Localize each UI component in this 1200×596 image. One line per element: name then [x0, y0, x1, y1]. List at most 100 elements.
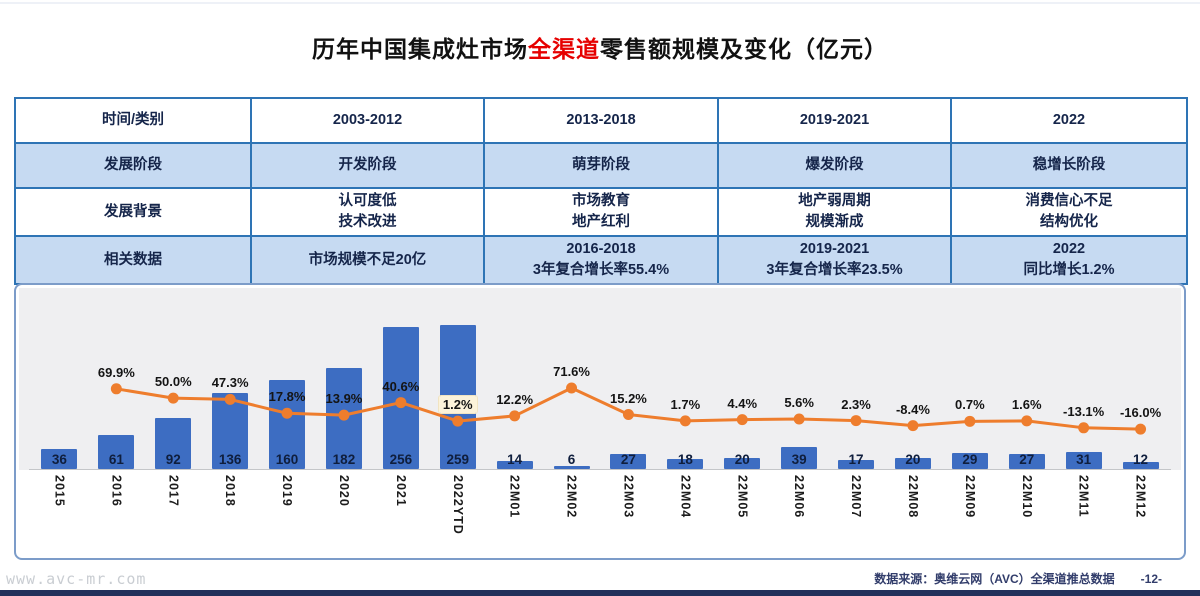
- growth-rate-label: 12.2%: [496, 391, 534, 407]
- table-header-cell: 2022: [950, 97, 1188, 144]
- x-axis-label-2021: 2021: [393, 475, 408, 507]
- line-point: [907, 420, 919, 432]
- growth-rate-label: 5.6%: [784, 395, 814, 411]
- table-cell: 市场规模不足20亿: [250, 235, 485, 286]
- table-cell: 市场教育 地产红利: [483, 186, 719, 238]
- title-prefix: 历年中国集成灶市场: [312, 36, 528, 62]
- table-row: 发展阶段 开发阶段 萌芽阶段 爆发阶段 稳增长阶段: [14, 142, 1188, 189]
- bar-22M04: [667, 459, 704, 469]
- bar-22M08: [894, 457, 931, 469]
- line-point: [793, 413, 805, 425]
- line-point: [566, 382, 578, 394]
- x-axis-label-22M10: 22M10: [1019, 475, 1034, 519]
- plot-area: 36 61 92 136 160 182 256 259 14 6 27 18 20 39 17 20 29 27…: [19, 288, 1181, 470]
- growth-rate-label: 71.6%: [553, 364, 590, 379]
- bar-value-label: 31: [1076, 452, 1092, 467]
- table-cell: 2019-2021 3年复合增长率23.5%: [717, 235, 952, 286]
- bar-value-label: 27: [1019, 452, 1035, 467]
- table-cell: 稳增长阶段: [950, 142, 1188, 189]
- x-axis-labels: 2015 2016 2017 2018 2019 2020 2021 2022YTD 22M01…: [19, 472, 1181, 550]
- growth-rate-label: -8.4%: [895, 401, 930, 417]
- bar-value-label: 182: [332, 452, 356, 467]
- top-divider: [0, 2, 1200, 4]
- x-axis-label-22M12: 22M12: [1133, 475, 1148, 519]
- bar-value-label: 136: [218, 452, 242, 467]
- table-header-cell: 时间/类别: [14, 97, 252, 144]
- x-axis-label-22M03: 22M03: [621, 475, 636, 519]
- highlight-callout: 1.2%: [438, 396, 477, 414]
- row-label-cell: 发展阶段: [14, 142, 252, 189]
- bar-22M09: [951, 452, 988, 469]
- bar-22M01: [496, 461, 533, 469]
- x-axis-label-2017: 2017: [166, 475, 181, 507]
- bar-value-label: 256: [389, 452, 413, 467]
- bar-2016: [98, 435, 135, 469]
- watermark: www.avc-mr.com: [6, 570, 147, 588]
- x-axis-label-22M08: 22M08: [905, 475, 920, 519]
- bar-22M11: [1065, 451, 1102, 469]
- row-label-cell: 相关数据: [14, 235, 252, 286]
- growth-rate-label: 15.2%: [610, 390, 647, 406]
- x-axis-label-2022YTD: 2022YTD: [450, 475, 465, 535]
- growth-rate-label: 1.6%: [1011, 396, 1042, 412]
- bar-22M06: [781, 447, 818, 469]
- bar-value-label: 20: [905, 452, 921, 467]
- line-point: [679, 415, 691, 427]
- page-title: 历年中国集成灶市场全渠道零售额规模及变化（亿元）: [0, 30, 1200, 64]
- bar-22M07: [838, 459, 875, 469]
- bar-22M02: [553, 465, 590, 469]
- bar-22M10: [1008, 454, 1045, 469]
- page-number: -12-: [1140, 572, 1162, 586]
- bar-value-label: 36: [51, 452, 67, 467]
- x-axis-label-22M04: 22M04: [678, 475, 693, 519]
- table-header-cell: 2003-2012: [250, 97, 485, 144]
- bar-value-label: 92: [165, 452, 181, 467]
- bar-value-label: 29: [962, 452, 978, 467]
- table-header-cell: 2019-2021: [717, 97, 952, 144]
- growth-rate-label: -13.1%: [1063, 403, 1105, 419]
- bar-value-label: 20: [734, 452, 750, 467]
- x-axis-label-22M05: 22M05: [735, 475, 750, 519]
- bar-value-label: 17: [848, 452, 864, 467]
- growth-rate-label: -16.0%: [1119, 405, 1162, 421]
- x-axis-label-22M06: 22M06: [792, 475, 807, 519]
- x-axis-label-22M02: 22M02: [564, 475, 579, 519]
- table-cell: 认可度低 技术改进: [250, 186, 485, 238]
- x-axis-label-22M07: 22M07: [849, 475, 864, 519]
- bar-22M12: [1122, 462, 1159, 469]
- bar-value-label: 61: [108, 452, 124, 467]
- line-point: [1078, 422, 1090, 434]
- growth-rate-label: 4.4%: [727, 395, 758, 411]
- x-axis-label-2020: 2020: [336, 475, 351, 507]
- phase-table: 时间/类别 2003-2012 2013-2018 2019-2021 2022…: [14, 97, 1188, 286]
- x-axis-label-2018: 2018: [223, 475, 238, 507]
- line-point: [110, 383, 122, 395]
- x-axis-label-22M01: 22M01: [507, 475, 522, 519]
- table-cell: 爆发阶段: [717, 142, 952, 189]
- table-cell: 消费信心不足 结构优化: [950, 186, 1188, 238]
- table-cell: 萌芽阶段: [483, 142, 719, 189]
- bottom-bar: [0, 590, 1200, 596]
- table-cell: 2016-2018 3年复合增长率55.4%: [483, 235, 719, 286]
- line-point: [964, 415, 976, 427]
- bar-value-label: 6: [567, 452, 576, 467]
- bar-value-label: 259: [446, 452, 470, 467]
- row-label-cell: 发展背景: [14, 186, 252, 238]
- growth-rate-label: 2.3%: [841, 396, 871, 412]
- table-header-row: 时间/类别 2003-2012 2013-2018 2019-2021 2022: [14, 97, 1188, 144]
- bar-value-label: 18: [677, 452, 693, 467]
- data-source-note: 数据来源：奥维云网（AVC）全渠道推总数据: [874, 572, 1115, 586]
- table-row: 相关数据 市场规模不足20亿 2016-2018 3年复合增长率55.4% 20…: [14, 235, 1188, 286]
- growth-rate-label: 0.7%: [955, 397, 985, 413]
- growth-rate-label: 13.9%: [325, 391, 363, 407]
- line-point: [167, 392, 179, 404]
- bar-value-label: 160: [275, 452, 299, 467]
- x-axis-label-22M11: 22M11: [1076, 475, 1091, 518]
- line-point: [622, 409, 634, 421]
- growth-rate-label: 1.7%: [670, 396, 701, 412]
- x-axis-label-2015: 2015: [52, 475, 67, 507]
- bar-value-label: 27: [620, 452, 636, 467]
- x-axis-label-2016: 2016: [109, 475, 124, 507]
- line-point: [1135, 423, 1147, 435]
